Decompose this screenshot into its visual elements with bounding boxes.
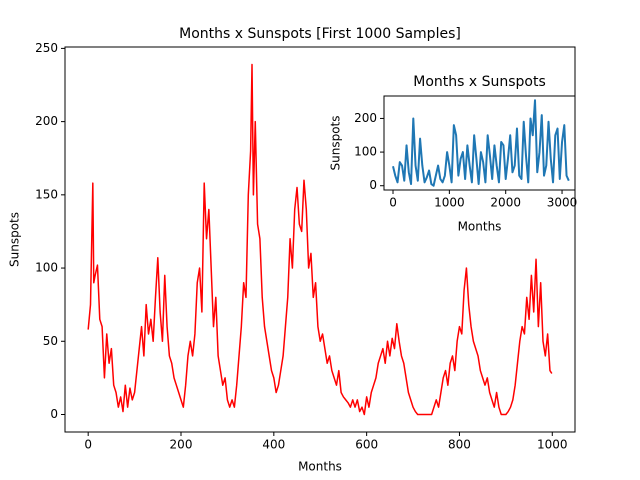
x-tick-label: 1000 — [434, 196, 465, 210]
y-tick-label: 100 — [354, 145, 377, 159]
axes-frame — [383, 95, 576, 191]
data-line — [87, 63, 553, 416]
x-tick-label: 600 — [355, 438, 378, 452]
axes-frame — [64, 46, 576, 433]
x-tick-label: 800 — [448, 438, 471, 452]
y-tick-label: 0 — [369, 178, 377, 192]
x-tick-label: 0 — [84, 438, 92, 452]
y-tick-label: 50 — [43, 334, 58, 348]
data-line — [392, 99, 570, 187]
x-tick-label: 2000 — [490, 196, 521, 210]
x-axis-label: Months — [458, 220, 502, 234]
x-axis-label: Months — [298, 460, 342, 474]
x-tick-label: 200 — [170, 438, 193, 452]
y-axis-label: Sunspots — [329, 116, 343, 171]
chart-title: Months x Sunspots — [413, 74, 546, 90]
x-tick-label: 1000 — [537, 438, 568, 452]
y-tick-label: 0 — [50, 407, 58, 421]
x-tick-label: 400 — [262, 438, 285, 452]
chart-title: Months x Sunspots [First 1000 Samples] — [179, 26, 461, 42]
y-axis-label: Sunspots — [8, 212, 22, 267]
x-tick-label: 3000 — [547, 196, 578, 210]
y-tick-label: 200 — [35, 114, 58, 128]
x-tick-label: 0 — [389, 196, 397, 210]
y-tick-label: 200 — [354, 111, 377, 125]
y-tick-label: 250 — [35, 41, 58, 55]
y-tick-label: 100 — [35, 261, 58, 275]
y-tick-label: 150 — [35, 187, 58, 201]
